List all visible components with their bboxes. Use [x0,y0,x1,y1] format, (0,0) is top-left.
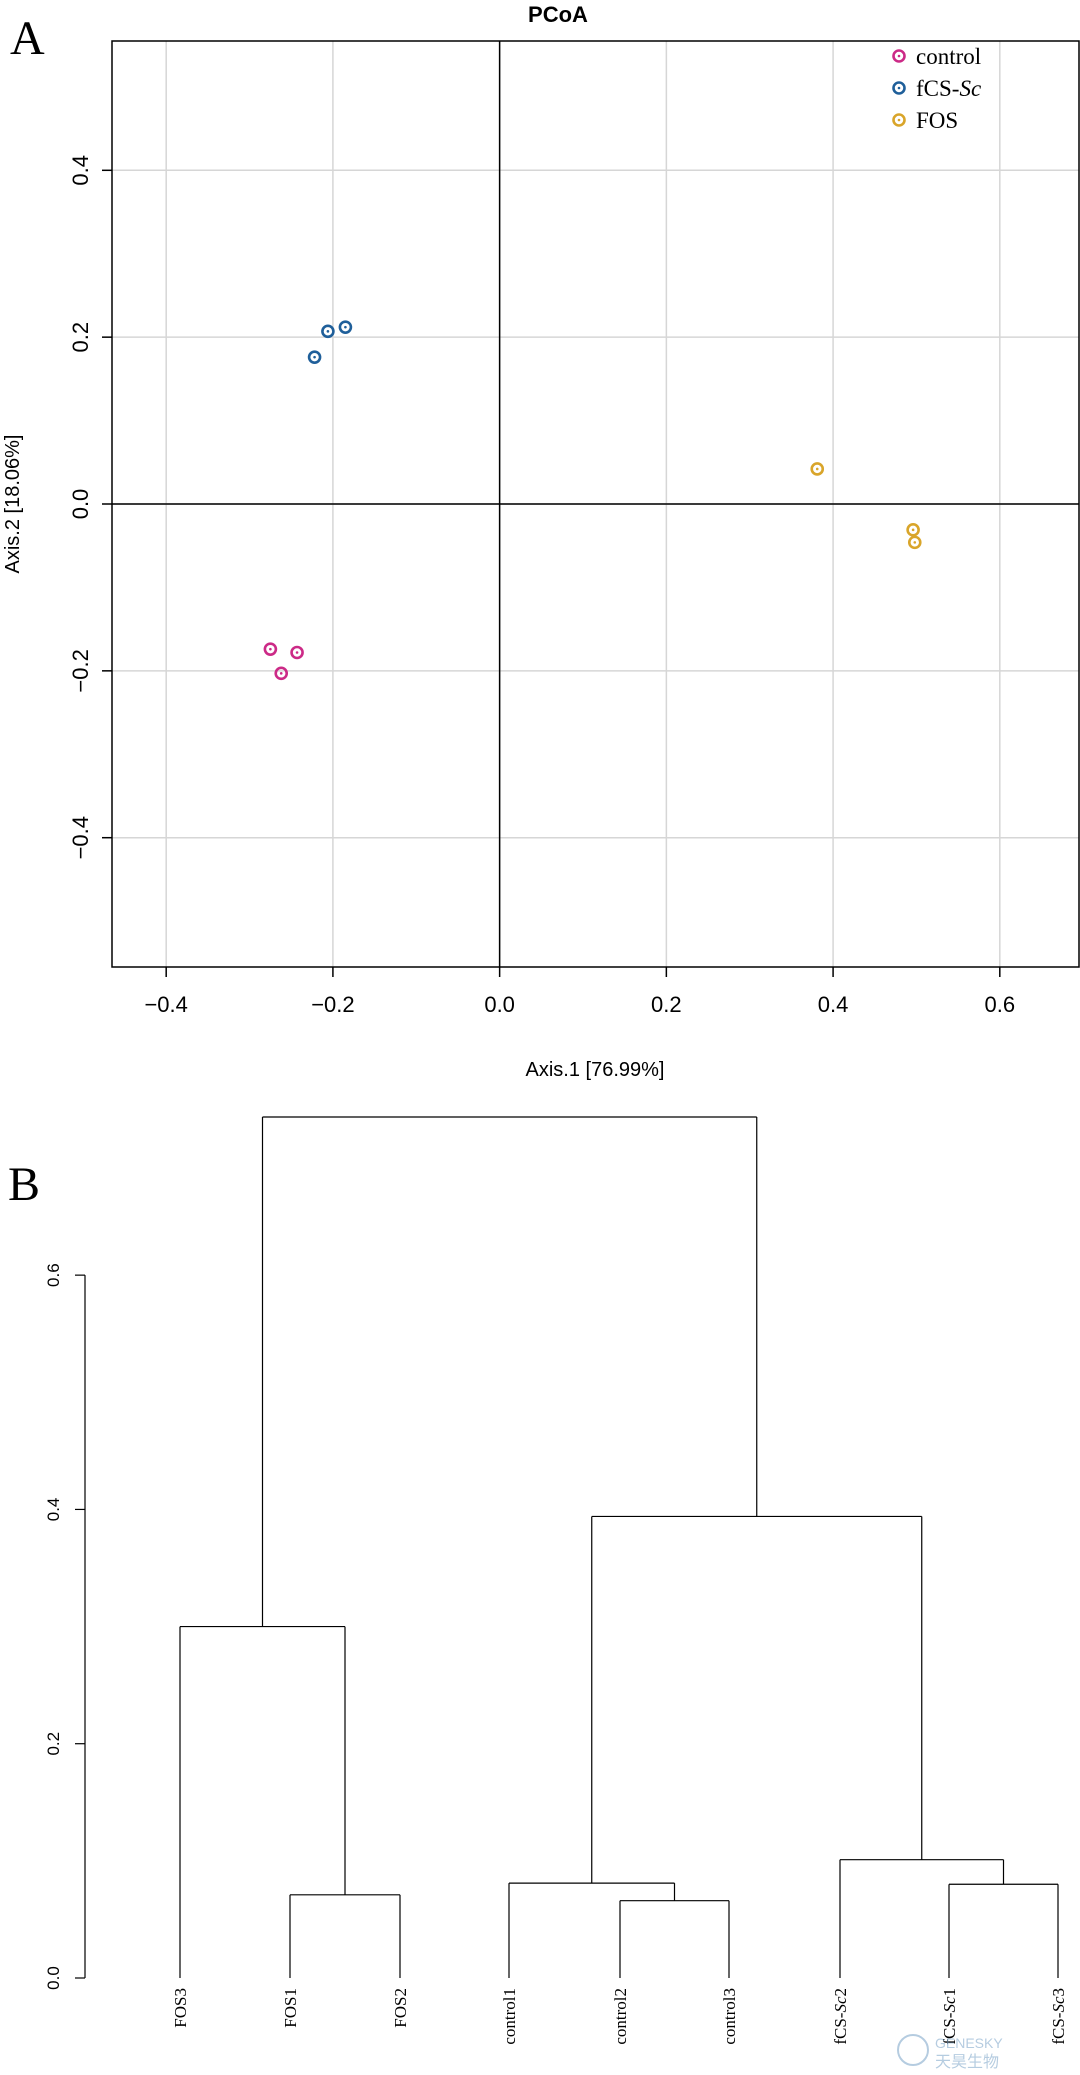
legend-marker-FOS [892,113,906,127]
watermark-brand: GENESKY [935,2035,1003,2051]
watermark-circle-icon [897,2034,929,2066]
leaf-label-control3: control3 [720,1988,739,2045]
y-axis-label: Axis.2 [18.06%] [2,435,24,574]
y-tick-label: 0.4 [68,155,93,186]
point-dot-fCS-Sc [313,355,316,359]
point-dot-control [295,651,299,654]
x-axis-ticks: −0.4 −0.2 0.0 0.2 0.4 0.6 [144,967,1015,1017]
legend-label-FOS: FOS [916,108,958,133]
point-control [274,666,289,681]
x-tick-label: 0.0 [484,992,515,1017]
legend-label-control: control [916,44,981,69]
point-control [290,645,304,660]
legend-marker-dot [897,54,901,58]
dendrogram-tick-label: 0.4 [44,1498,63,1522]
point-dot-fCS-Sc [326,330,330,333]
legend-marker-fCS-Sc [892,81,906,95]
point-dot-FOS [815,467,819,471]
point-dot-control [269,647,272,651]
point-FOS [906,523,920,537]
leaf-label-fCS-Sc1: fCS-Sc1 [940,1988,959,2045]
pcoa-panel: A PCoA −0.4 −0.2 0.0 0.2 0.4 0.6 −0.4 −0.2 0.0 0… [2,2,1080,1081]
legend-marker-dot [897,86,901,90]
legend: control fCS-Sc FOS [892,44,981,133]
dendrogram-leaf-labels: FOS3 FOS1 FOS2 control1 control2 control3 fCS-… [171,1988,1068,2045]
point-fCS-Sc [307,350,322,364]
watermark-logo: GENESKY 天昊生物 [895,2030,1065,2071]
y-tick-label: 0.0 [68,489,93,520]
dendrogram-tick-label: 0.6 [44,1263,63,1287]
x-tick-label: 0.4 [818,992,849,1017]
chart-title: PCoA [528,2,588,27]
leaf-label-fCS-Sc2: fCS-Sc2 [831,1988,850,2045]
point-fCS-Sc [338,320,353,334]
leaf-label-fCS-Sc3: fCS-Sc3 [1049,1988,1068,2045]
y-tick-label: −0.2 [68,649,93,692]
legend-marker-control [892,49,906,63]
y-axis-ticks: −0.4 −0.2 0.0 0.2 0.4 [68,155,112,859]
panel-b-label: B [8,1158,40,1211]
x-tick-label: −0.4 [144,992,187,1017]
legend-marker-dot [897,118,901,122]
scatter-points [263,320,922,681]
x-axis-label: Axis.1 [76.99%] [526,1059,665,1081]
x-tick-label: 0.6 [985,992,1016,1017]
x-tick-label: −0.2 [311,992,354,1017]
dendrogram-branches [179,1116,1059,1978]
point-FOS [907,535,922,550]
panel-a-label: A [10,12,45,65]
leaf-label-FOS2: FOS2 [391,1988,410,2028]
legend-label-fCS-Sc: fCS-Sc [916,76,981,101]
leaf-label-FOS1: FOS1 [281,1988,300,2028]
dendrogram-y-axis: 0.0 0.2 0.4 0.6 [44,1263,86,1990]
dendrogram-tick-label: 0.0 [44,1966,63,1990]
point-FOS [810,462,825,476]
point-dot-control [279,672,283,675]
zero-lines [112,41,1079,967]
point-control [263,642,278,656]
y-tick-label: −0.4 [68,816,93,859]
point-dot-fCS-Sc [344,325,347,329]
watermark-text: 天昊生物 [935,2053,999,2070]
point-dot-FOS [911,528,915,532]
leaf-label-control1: control1 [500,1988,519,2045]
leaf-label-FOS3: FOS3 [171,1988,190,2028]
x-tick-label: 0.2 [651,992,682,1017]
y-tick-label: 0.2 [68,322,93,353]
point-fCS-Sc [321,324,335,339]
dendrogram-tick-label: 0.2 [44,1732,63,1756]
dendrogram-panel: B 0.0 0.2 0.4 0.6 FOS3 FOS1 FOS2 control1 contr… [8,1116,1068,2045]
point-dot-FOS [913,541,917,544]
leaf-label-control2: control2 [611,1988,630,2045]
